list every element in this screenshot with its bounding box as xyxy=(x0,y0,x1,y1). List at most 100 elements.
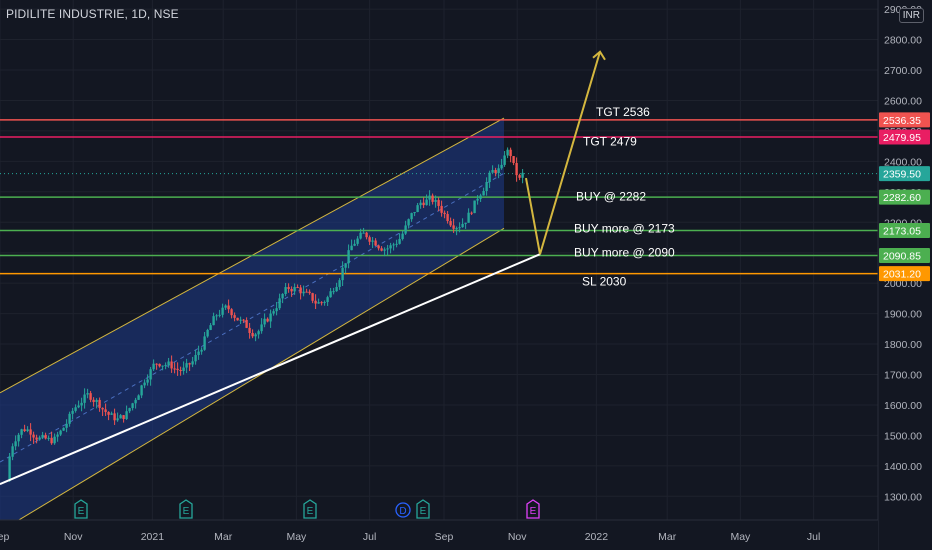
candle-body xyxy=(518,175,521,178)
currency-badge[interactable]: INR xyxy=(898,8,924,23)
candle-body xyxy=(332,291,335,293)
candle-body xyxy=(482,190,485,196)
earnings-event-icon[interactable] xyxy=(179,499,193,519)
candles xyxy=(8,147,524,482)
candle-body xyxy=(182,367,185,372)
candle-body xyxy=(179,369,182,372)
candle-body xyxy=(272,311,275,314)
candle-body xyxy=(314,300,317,304)
candle-body xyxy=(380,248,383,251)
candle-body xyxy=(317,302,320,304)
candle-body xyxy=(362,232,365,234)
candle-body xyxy=(335,286,338,292)
support-trendline[interactable] xyxy=(0,253,541,486)
x-tick-label: 2021 xyxy=(141,531,165,543)
candle-body xyxy=(290,288,293,292)
x-tick-label: Nov xyxy=(64,531,83,543)
candle-body xyxy=(167,361,170,365)
candle-body xyxy=(239,319,242,321)
price-tag-label: 2282.60 xyxy=(883,192,921,204)
channel-lower-line[interactable] xyxy=(0,227,505,532)
candle-body xyxy=(83,394,86,403)
candle-body xyxy=(302,291,305,294)
candle-body xyxy=(113,413,116,421)
candle-body xyxy=(56,434,59,437)
candle-body xyxy=(11,446,14,457)
candle-body xyxy=(65,423,68,428)
candle-body xyxy=(152,363,155,370)
candle-body xyxy=(134,399,137,404)
candle-body xyxy=(434,200,437,202)
earnings-event-icon[interactable] xyxy=(74,499,88,519)
candle-body xyxy=(383,249,386,251)
candle-body xyxy=(365,232,368,238)
candle-body xyxy=(35,437,38,440)
candle-body xyxy=(98,399,101,408)
candle-body xyxy=(20,429,23,435)
candle-body xyxy=(161,365,164,367)
candle-body xyxy=(329,291,332,298)
candle-body xyxy=(215,315,218,317)
candle-body xyxy=(209,325,212,330)
candle-body xyxy=(422,202,425,206)
event-marker-label: E xyxy=(183,506,190,517)
candle-body xyxy=(485,182,488,191)
candle-body xyxy=(197,351,200,356)
symbol-title[interactable]: PIDILITE INDUSTRIE, 1D, NSE xyxy=(6,7,179,21)
candle-body xyxy=(125,411,128,419)
candle-body xyxy=(470,212,473,214)
candle-body xyxy=(284,287,287,294)
candle-body xyxy=(443,212,446,215)
candle-body xyxy=(14,441,17,447)
candle-body xyxy=(155,363,158,365)
event-marker-label: E xyxy=(420,506,427,517)
x-tick-label: Mar xyxy=(214,531,233,543)
candle-body xyxy=(299,287,302,294)
price-tag-label: 2359.50 xyxy=(883,169,921,181)
price-tag-2 xyxy=(879,166,930,182)
candle-body xyxy=(50,437,53,444)
candle-body xyxy=(401,233,404,240)
y-tick-label: 1600.00 xyxy=(884,400,922,412)
candle-body xyxy=(236,317,239,321)
earnings-event-icon[interactable] xyxy=(416,499,430,519)
candle-body xyxy=(110,413,113,415)
y-tick-label: 2800.00 xyxy=(884,35,922,47)
price-tag-label: 2479.95 xyxy=(883,132,921,144)
candle-body xyxy=(341,267,344,281)
y-tick-label: 1900.00 xyxy=(884,309,922,321)
event-marker-label: E xyxy=(78,506,85,517)
price-channel[interactable] xyxy=(0,117,505,532)
candle-body xyxy=(293,287,296,292)
candle-body xyxy=(428,195,431,200)
earnings-event-icon[interactable] xyxy=(526,499,540,519)
candle-body xyxy=(140,385,143,396)
candle-body xyxy=(488,172,491,183)
candle-body xyxy=(38,437,41,440)
candle-body xyxy=(8,456,11,482)
candle-body xyxy=(386,248,389,250)
candle-body xyxy=(230,309,233,316)
drawings[interactable] xyxy=(0,50,606,486)
candle-body xyxy=(371,240,374,242)
horizontal-levels[interactable] xyxy=(0,119,878,275)
projection-path[interactable] xyxy=(525,51,601,255)
candle-body xyxy=(473,200,476,214)
candle-body xyxy=(389,245,392,249)
x-tick-label: Sep xyxy=(0,531,9,543)
candle-body xyxy=(260,324,263,332)
candle-body xyxy=(416,205,419,213)
earnings-event-icon[interactable] xyxy=(303,499,317,519)
candle-body xyxy=(101,407,104,410)
event-marker-label: E xyxy=(530,506,537,517)
candle-body xyxy=(506,149,509,156)
y-tick-label: 1300.00 xyxy=(884,491,922,503)
dividend-event-icon[interactable] xyxy=(395,502,411,518)
candle-body xyxy=(143,382,146,386)
candle-body xyxy=(176,368,179,370)
x-tick-label: Mar xyxy=(658,531,677,543)
candle-body xyxy=(218,314,221,316)
